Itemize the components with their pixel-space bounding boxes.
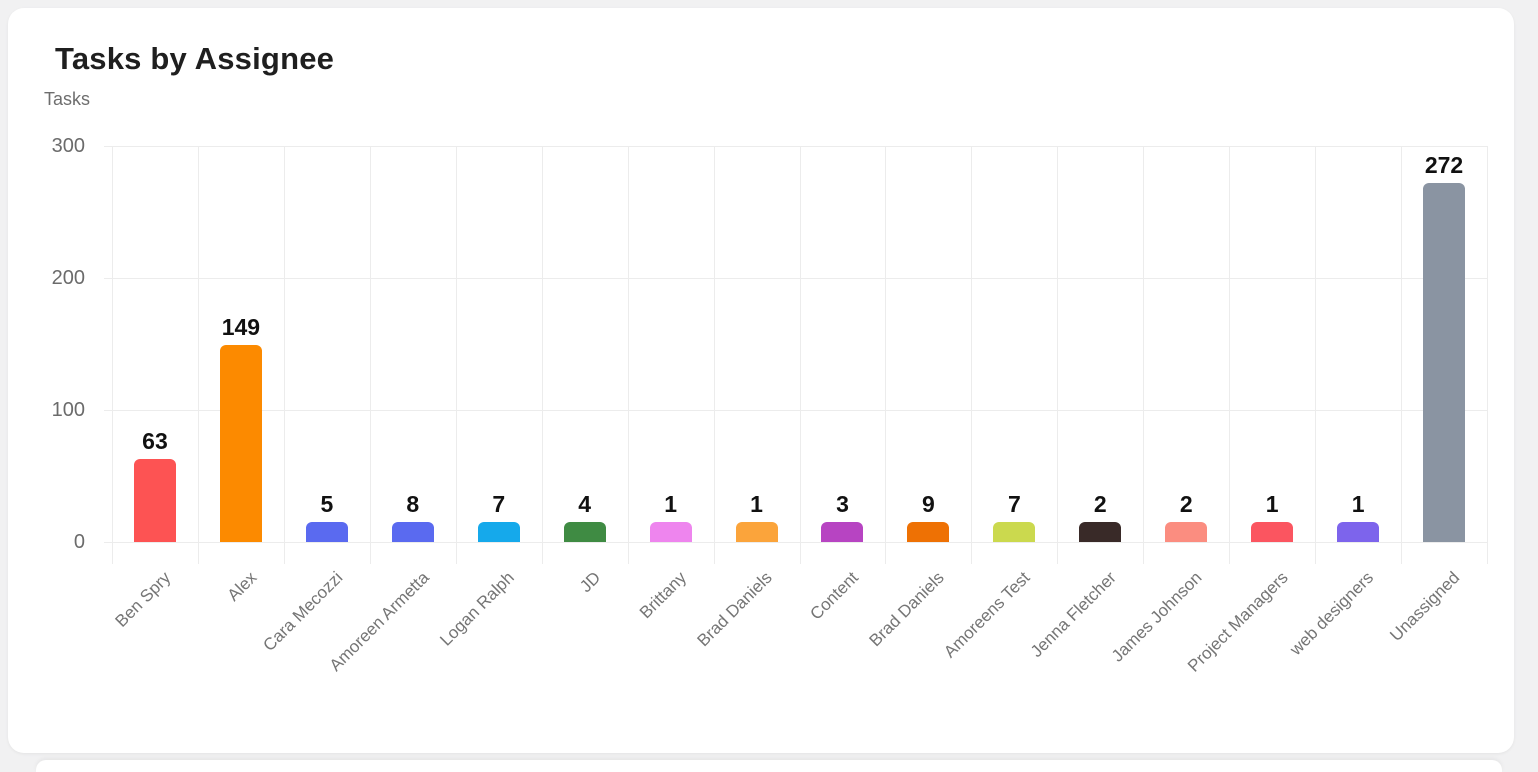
x-axis-label: Amoreens Test [940, 568, 1034, 662]
bar-value-label: 4 [578, 491, 592, 517]
chart-bar[interactable] [1423, 182, 1466, 542]
chart-bar[interactable] [219, 345, 262, 542]
x-axis-label: Brittany [635, 568, 691, 623]
chart-bar[interactable] [133, 458, 176, 542]
y-axis-title: Tasks [44, 89, 91, 109]
bar-value-label: 5 [320, 491, 334, 517]
bar-value-label: 149 [221, 314, 261, 341]
bar-value-label: 1 [1351, 491, 1365, 517]
chart-bar[interactable] [477, 522, 520, 542]
bar-value-label: 1 [1265, 491, 1279, 517]
x-axis-label: Jenna Fletcher [1026, 568, 1120, 661]
y-axis-tick-label: 300 [51, 135, 85, 157]
gridline-vertical [799, 146, 801, 564]
bar-value-label: 7 [492, 491, 506, 517]
gridline-horizontal [104, 410, 1487, 411]
chart-bar[interactable] [993, 522, 1036, 542]
chart-bar[interactable] [1079, 522, 1122, 542]
gridline-horizontal [104, 146, 1487, 147]
bar-value-label: 2 [1093, 491, 1107, 517]
gridline-vertical [971, 146, 973, 564]
chart-bar[interactable] [391, 522, 434, 542]
gridline-vertical [541, 146, 543, 564]
gridline-vertical [1401, 146, 1403, 564]
bar-value-label: 3 [836, 491, 849, 517]
x-axis-label: Brad Daniels [865, 568, 948, 651]
gridline-vertical [112, 146, 113, 564]
x-axis-label: Logan Ralph [436, 568, 519, 650]
x-axis-label: Cara Mecozzi [259, 568, 347, 655]
chart-title: Tasks by Assignee [55, 41, 335, 76]
bar-value-label: 7 [1007, 491, 1021, 517]
x-axis-label: JD [575, 568, 605, 597]
next-card-top-edge [36, 760, 1502, 772]
x-axis-label: Ben Spry [111, 568, 175, 631]
gridline-vertical [369, 146, 371, 564]
y-axis-tick-label: 200 [51, 267, 85, 289]
bar-value-label: 63 [142, 427, 168, 454]
gridline-vertical [885, 146, 887, 564]
gridline-vertical [627, 146, 629, 564]
x-axis-label: James Johnson [1108, 568, 1206, 666]
gridline-horizontal [104, 542, 1487, 543]
chart-bar[interactable] [821, 522, 864, 542]
gridline-vertical [455, 146, 457, 564]
gridline-vertical [1487, 146, 1488, 564]
gridline-vertical [1143, 146, 1145, 564]
chart-bar[interactable] [305, 522, 348, 542]
bar-value-label: 1 [664, 491, 677, 517]
chart-bar[interactable] [735, 522, 778, 542]
bar-value-label: 2 [1179, 491, 1193, 517]
chart-bar[interactable] [1337, 522, 1380, 542]
x-axis-label: web designers [1286, 568, 1378, 659]
gridline-vertical [283, 146, 285, 564]
chart-card: Tasks by Assignee Tasks 0 100 200 300 63 149… [8, 8, 1514, 753]
chart-bar[interactable] [563, 522, 606, 542]
x-axis-label: Unassigned [1386, 568, 1464, 645]
bar-value-label: 1 [750, 491, 763, 517]
chart-bar[interactable] [907, 522, 950, 542]
chart-bar[interactable] [1251, 522, 1294, 542]
chart-bar[interactable] [649, 522, 692, 542]
chart-bar[interactable] [1165, 522, 1208, 542]
gridline-vertical [1229, 146, 1231, 564]
x-axis-label: Alex [223, 568, 261, 605]
x-axis-label: Brad Daniels [693, 568, 776, 651]
gridline-vertical [1057, 146, 1059, 564]
gridline-vertical [713, 146, 715, 564]
y-axis-tick-label: 0 [73, 531, 85, 553]
gridline-vertical [1315, 146, 1317, 564]
tasks-by-assignee-bar-chart: 0 100 200 300 63 149 5 8 7 4 1 1 3 9 7 2 2 1 1 272 Ben Spr… [8, 8, 1514, 753]
bar-value-label: 8 [406, 491, 420, 517]
bar-value-label: 9 [922, 491, 935, 517]
gridline-vertical [197, 146, 199, 564]
bar-value-label: 272 [1424, 151, 1464, 178]
gridline-horizontal [104, 278, 1487, 279]
x-axis-label: Content [806, 568, 862, 624]
y-axis-tick-label: 100 [51, 399, 85, 421]
